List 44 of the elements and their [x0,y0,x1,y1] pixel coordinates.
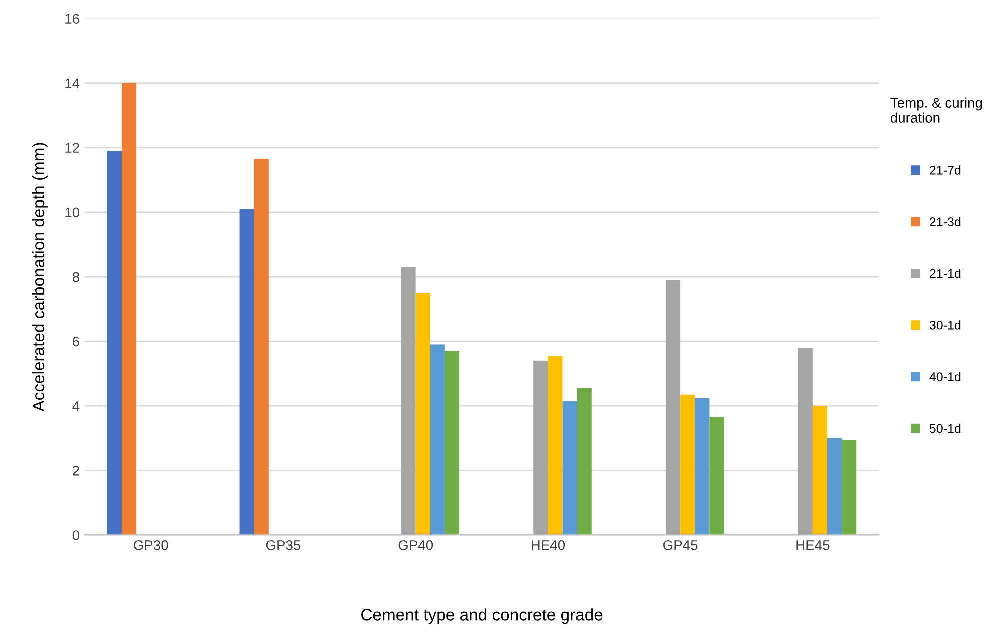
bar [534,360,548,536]
legend-label: 21-7d [930,166,961,175]
x-tick-label: HE40 [532,540,566,550]
legend-title: Temp. & curing duration [890,98,982,123]
legend-label: 40-1d [930,372,961,382]
bar [122,83,137,536]
bar [695,398,710,536]
bar [444,351,460,536]
bar [710,417,724,536]
y-tick-label: 14 [66,78,80,88]
x-tick-label: GP35 [266,540,301,550]
x-tick-label: HE45 [796,540,830,550]
bar [401,267,416,536]
legend-label: 21-1d [930,268,961,278]
y-tick-label: 4 [72,402,80,412]
bar [666,280,681,536]
bar [240,209,254,536]
x-tick-label: GP45 [664,540,698,550]
bar [842,440,857,536]
bar [577,388,592,536]
x-axis-title: Cement type and concrete grade [362,608,603,624]
y-tick-label: 0 [72,530,80,540]
x-tick-label: GP30 [134,540,168,550]
bar [798,348,813,536]
legend-label: 21-3d [930,217,961,227]
y-tick-label: 10 [66,208,80,218]
y-tick-label: 6 [73,336,80,347]
bar [812,406,828,536]
bar [548,356,563,536]
y-tick-label: 12 [66,143,80,153]
bar [430,344,445,536]
bar [107,151,122,536]
bar [254,159,269,536]
y-axis-title: Accelerated carbonation depth (mm) [32,143,48,412]
bar [827,438,842,536]
bar [416,293,430,536]
y-tick-label: 8 [72,272,80,282]
bar [562,401,578,536]
y-tick-label: 16 [66,14,80,24]
legend-label: 50-1d [930,424,961,434]
x-tick-label: GP40 [398,540,434,550]
y-tick-label: 2 [73,466,80,476]
legend-label: 30-1d [930,320,961,330]
bar [680,394,696,536]
